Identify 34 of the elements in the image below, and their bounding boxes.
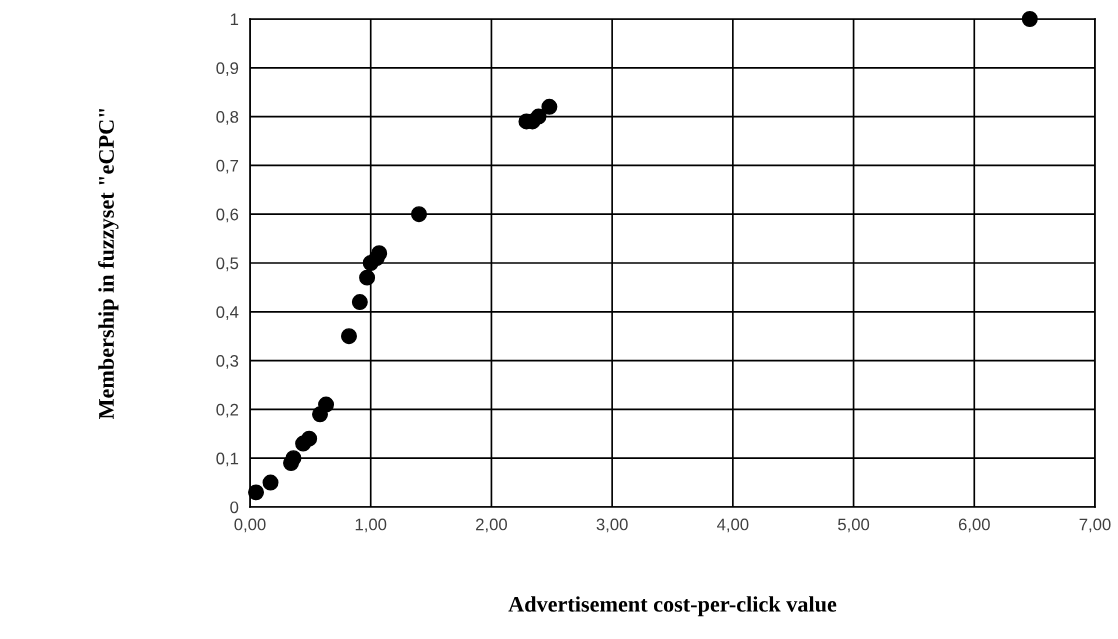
point [248, 484, 265, 501]
x-tick-label: 6,00 [958, 518, 990, 533]
point [262, 474, 279, 491]
x-tick-label: 5,00 [838, 518, 870, 533]
point [359, 269, 376, 286]
point [318, 396, 335, 413]
x-tick-label: 2,00 [476, 518, 507, 533]
x-axis-title: Advertisement cost-per-click value [508, 596, 837, 617]
point [351, 294, 368, 311]
x-tick-label: 1,00 [355, 518, 387, 533]
y-tick-label: 0,2 [216, 403, 239, 418]
x-tick-label: 0,00 [234, 518, 266, 533]
y-tick-label: 0,8 [216, 111, 239, 125]
point [301, 430, 318, 447]
point [411, 206, 427, 223]
x-tick-label: 4,00 [717, 518, 749, 533]
point [341, 328, 357, 345]
x-tick-label: 3,00 [596, 518, 628, 533]
point [541, 98, 558, 115]
y-tick-label: 0,1 [216, 452, 239, 467]
y-tick-label: 0,6 [216, 208, 239, 223]
point [530, 108, 547, 125]
point [285, 450, 302, 467]
y-tick-label: 1 [230, 13, 239, 26]
y-axis-title: Membership in fuzzyset "eCPC" [98, 109, 119, 420]
point [1021, 11, 1038, 27]
y-tick-label: 0 [230, 501, 239, 514]
point [371, 245, 388, 262]
y-tick-label: 0,3 [216, 355, 239, 369]
y-tick-label: 0,9 [216, 62, 239, 76]
y-tick-label: 0,4 [216, 306, 239, 320]
y-tick-label: 0,5 [216, 257, 239, 272]
x-tick-label: 7,00 [1079, 518, 1111, 533]
y-tick-label: 0,7 [216, 159, 239, 174]
